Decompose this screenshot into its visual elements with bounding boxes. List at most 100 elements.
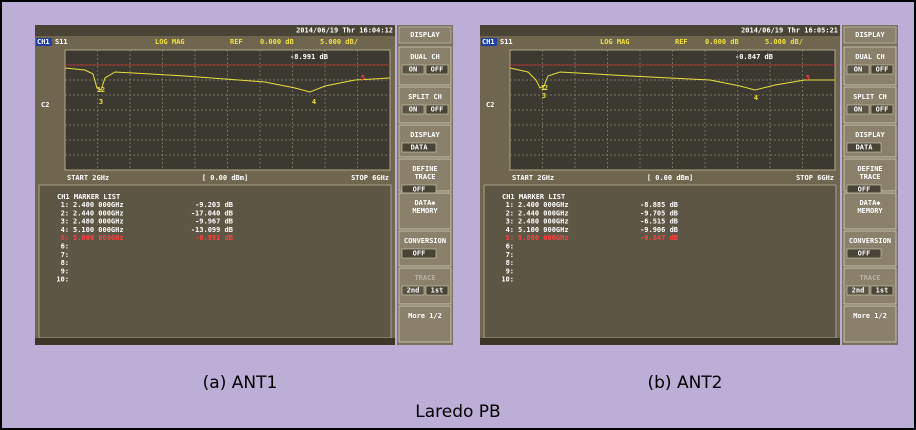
softkey-label: DISPLAY [410,131,440,139]
caption: (a) ANT1 [203,373,278,393]
softkey[interactable] [843,230,897,267]
marker-number: 6: [61,243,69,251]
marker-number: 1: [61,201,69,209]
softkey-label: TRACE [859,173,880,181]
marker-value: -9.705 dB [640,209,678,217]
option-box[interactable] [425,285,449,296]
trace-marker: 3 [542,92,546,100]
softkey-label: More 1/2 [853,312,887,320]
parameter: S11 [55,38,68,46]
marker-frequency: 2.400 000GHz [73,201,124,209]
start: START 2GHz [67,174,109,182]
softkey-label: TRACE [859,274,880,282]
marker-frequency: 5.800 000GHz [73,234,124,242]
marker-value: -0.847 dB [640,234,678,242]
marker-number: 5: [506,234,514,242]
marker-list-box [483,184,837,339]
option-box[interactable] [401,64,425,75]
softkey[interactable] [843,192,897,230]
option: OFF [876,106,889,114]
menu-title-box [398,26,452,44]
softkey-label: SPLIT CH [853,93,887,101]
marker-number: 7: [506,251,514,259]
softkey-label: DEFINE [412,165,437,173]
trace-marker: 4 [754,94,758,102]
softkey-label: DEFINE [857,165,882,173]
bottom-strip [35,338,395,345]
softkey-label: DATA◆ [859,199,881,207]
parameter: S11 [500,38,513,46]
option-box[interactable] [425,64,449,75]
softkey-label: DUAL CH [855,53,885,61]
softkey-label: MEMORY [857,207,883,215]
option-box[interactable] [401,104,425,115]
marker-value: -13.099 dB [191,226,233,234]
marker-number: 9: [61,267,69,275]
softkey-label: CONVERSION [849,237,891,245]
option-box[interactable] [846,285,870,296]
format: LOG MAG [155,38,185,46]
marker-number: 4: [506,226,514,234]
channel-badge [36,38,52,46]
marker-value: -9.906 dB [640,226,678,234]
option: 2nd [852,287,865,295]
menu-title: DISPLAY [855,31,885,39]
marker-value: -6.515 dB [640,218,678,226]
marker-number: 5: [61,234,69,242]
marker-number: 2: [506,209,514,217]
channel2: C2 [486,101,494,109]
marker-number: 7: [61,251,69,259]
scale: 5.000 dB/ [765,38,803,46]
marker-number: 8: [506,259,514,267]
marker-list-title: CH1 MARKER LIST [57,193,120,201]
marker-list-box [38,184,392,339]
marker-value: -17.040 dB [191,209,233,217]
option-box[interactable] [846,64,870,75]
softkey-value: OFF [413,250,426,258]
trace [509,67,835,91]
channel-badge [481,38,497,46]
option-box[interactable] [401,285,425,296]
marker-number: 6: [506,243,514,251]
option: 1st [431,287,444,295]
trace-marker: 5 [361,74,365,82]
marker-number: 2: [61,209,69,217]
menu-title: DISPLAY [410,31,440,39]
marker-number: 10: [501,276,514,284]
option-box[interactable] [870,104,894,115]
softkey-value: OFF [858,250,871,258]
option: 1st [876,287,889,295]
value-box [846,142,882,153]
marker-number: 3: [506,218,514,226]
option: ON [854,66,862,74]
marker-number: 1: [506,201,514,209]
marker-frequency: 2.480 000GHz [73,218,124,226]
marker-frequency: 5.800 000GHz [518,234,569,242]
softkey[interactable] [398,305,452,343]
softkey-label: DATA◆ [414,199,436,207]
trace-marker: 1 [541,84,545,92]
softkey[interactable] [398,230,452,267]
header-bar [35,25,395,36]
power: [ 0.00 dBm] [202,174,248,182]
softkey[interactable] [843,305,897,343]
stop: STOP 6GHz [351,174,389,182]
softkey-label: TRACE [414,274,435,282]
option-box[interactable] [870,64,894,75]
trace-marker: 5 [806,74,810,82]
option-box[interactable] [846,104,870,115]
softkey-label: TRACE [414,173,435,181]
marker-frequency: 2.480 000GHz [518,218,569,226]
option-box[interactable] [870,285,894,296]
softkey[interactable] [398,192,452,230]
option: OFF [431,66,444,74]
marker-frequency: 5.100 000GHz [73,226,124,234]
ref-label: REF [675,38,688,46]
option-box[interactable] [425,104,449,115]
ref-label: REF [230,38,243,46]
ref-value: 0.000 dB [705,38,739,46]
marker-readout: -0.847 dB [735,53,773,61]
marker-list-title: CH1 MARKER LIST [502,193,565,201]
ref-value: 0.000 dB [260,38,294,46]
datetime: 2014/06/19 Thr 16:05:21 [741,27,838,35]
